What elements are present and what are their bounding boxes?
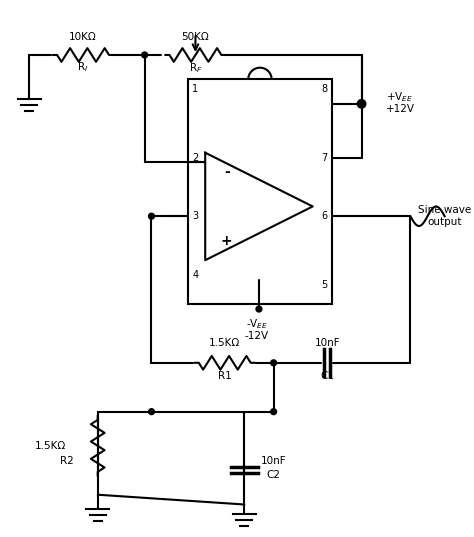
Text: -: -: [224, 165, 229, 179]
Text: +: +: [221, 234, 233, 248]
Circle shape: [148, 213, 155, 219]
Circle shape: [271, 409, 276, 415]
Text: 3: 3: [192, 211, 199, 221]
Text: 6: 6: [321, 211, 328, 221]
Text: 4: 4: [192, 270, 199, 280]
Text: R$_{F}$: R$_{F}$: [189, 61, 202, 75]
Bar: [188, 79, 332, 304]
Text: Sine wave
output: Sine wave output: [418, 206, 471, 227]
Text: R$_{I}$: R$_{I}$: [77, 60, 89, 74]
Text: 50KΩ: 50KΩ: [182, 32, 210, 42]
Text: +12V: +12V: [386, 104, 415, 114]
Text: 1: 1: [192, 84, 199, 94]
Text: 2: 2: [192, 153, 199, 163]
Text: 1.5KΩ: 1.5KΩ: [35, 441, 66, 451]
Circle shape: [148, 409, 155, 415]
Text: 7: 7: [321, 153, 328, 163]
Circle shape: [142, 52, 147, 58]
Text: C1: C1: [320, 371, 334, 381]
Text: C2: C2: [266, 470, 281, 480]
Text: -12V: -12V: [245, 331, 269, 342]
Circle shape: [359, 101, 365, 107]
Text: -V$_{EE}$: -V$_{EE}$: [246, 317, 268, 331]
Text: 8: 8: [321, 84, 328, 94]
Circle shape: [256, 306, 262, 312]
Text: 10nF: 10nF: [261, 455, 286, 466]
Circle shape: [271, 360, 276, 366]
Text: R1: R1: [218, 371, 232, 381]
Text: R2: R2: [60, 455, 73, 466]
Text: +V$_{EE}$: +V$_{EE}$: [386, 90, 413, 104]
Text: 10KΩ: 10KΩ: [69, 32, 97, 42]
Text: 5: 5: [321, 280, 328, 289]
Text: 1.5KΩ: 1.5KΩ: [209, 338, 240, 349]
Text: 10nF: 10nF: [315, 338, 340, 349]
